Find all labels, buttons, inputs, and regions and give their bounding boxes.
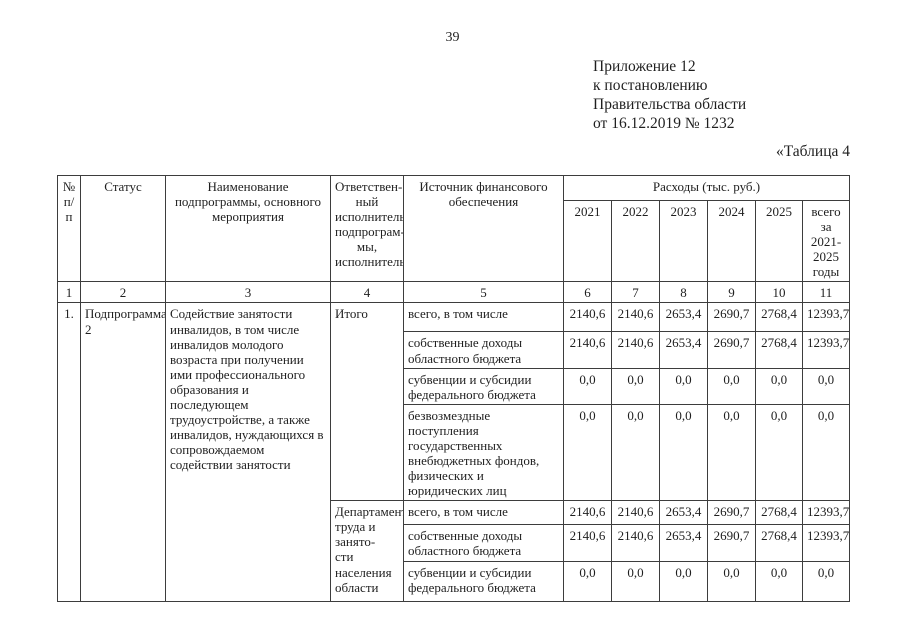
header-row-years: 2021 2022 2023 2024 2025 всего за 2021- … <box>58 199 851 283</box>
value-cell: 0,0 <box>707 561 756 603</box>
header-year-2021: 2021 <box>563 199 612 283</box>
cell-row-num: 1. <box>57 302 81 603</box>
value-cell: 2653,4 <box>659 331 708 369</box>
value-cell: 0,0 <box>801 367 851 405</box>
value-cell: 0,0 <box>611 561 660 603</box>
value-cell: 12393,7 <box>801 302 851 333</box>
cell-status: Подпрограмма 2 <box>80 302 166 603</box>
value-cell: 2768,4 <box>755 302 803 333</box>
value-cell: 0,0 <box>563 403 612 502</box>
header-row-main: № п/п Статус Наименование подпрограммы, … <box>57 174 851 283</box>
column-number-5: 5 <box>403 281 564 304</box>
source-cell: собственные доходы областного бюджета <box>403 524 564 563</box>
page-number: 39 <box>445 30 460 45</box>
value-cell: 0,0 <box>659 367 708 405</box>
source-cell: субвенции и субсидии федерального бюджет… <box>403 561 564 603</box>
header-executor: Ответствен- ный исполнитель подпрограм- … <box>330 174 404 283</box>
value-cell: 2140,6 <box>611 500 660 526</box>
table-caption: «Таблица 4 <box>775 143 850 160</box>
appendix-line-4: от 16.12.2019 № 1232 <box>593 115 735 132</box>
table-row: собственные доходы областного бюджета 21… <box>58 331 851 369</box>
column-number-row: 1 2 3 4 5 6 7 8 9 10 11 <box>57 281 851 304</box>
value-cell: 2690,7 <box>707 524 756 563</box>
header-year-2023: 2023 <box>659 199 708 283</box>
column-number-8: 8 <box>659 281 708 304</box>
value-cell: 2653,4 <box>659 302 708 333</box>
header-status: Статус <box>80 174 166 283</box>
header-num: № п/п <box>57 174 81 283</box>
value-cell: 0,0 <box>563 561 612 603</box>
value-cell: 2653,4 <box>659 524 708 563</box>
column-number-9: 9 <box>707 281 756 304</box>
table-row: собственные доходы областного бюджета 21… <box>58 524 851 563</box>
value-cell: 0,0 <box>563 367 612 405</box>
value-cell: 0,0 <box>659 403 708 502</box>
header-year-2022: 2022 <box>611 199 660 283</box>
column-number-3: 3 <box>165 281 331 304</box>
appendix-block: Приложение 12 к постановлению Правительс… <box>593 57 746 133</box>
value-cell: 2140,6 <box>563 331 612 369</box>
value-cell: 2653,4 <box>659 500 708 526</box>
header-year-total: всего за 2021- 2025 годы <box>801 199 851 283</box>
table-row: субвенции и субсидии федерального бюджет… <box>58 561 851 603</box>
source-cell: безвозмездные поступления государственны… <box>403 403 564 502</box>
column-number-11: 11 <box>801 281 851 304</box>
header-name: Наименование подпрограммы, основного мер… <box>165 174 331 283</box>
value-cell: 2768,4 <box>755 524 803 563</box>
cell-executor-department: Департамент труда и занято- сти населени… <box>330 500 404 603</box>
header-expenses: Расходы (тыс. руб.) <box>562 175 851 201</box>
value-cell: 2140,6 <box>563 524 612 563</box>
source-cell: субвенции и субсидии федерального бюджет… <box>403 367 564 405</box>
value-cell: 0,0 <box>755 403 803 502</box>
source-cell: всего, в том числе <box>403 500 564 526</box>
value-cell: 0,0 <box>707 403 756 502</box>
header-year-2024: 2024 <box>707 199 756 283</box>
value-cell: 2690,7 <box>707 331 756 369</box>
value-cell: 2140,6 <box>563 302 612 333</box>
value-cell: 2140,6 <box>611 524 660 563</box>
appendix-line-3: Правительства области <box>593 96 747 113</box>
value-cell: 0,0 <box>611 367 660 405</box>
value-cell: 2140,6 <box>563 500 612 526</box>
expenses-table: № п/п Статус Наименование подпрограммы, … <box>57 174 851 603</box>
cell-executor-total: Итого <box>330 302 404 502</box>
appendix-line-2: к постановлению <box>593 77 708 94</box>
source-cell: всего, в том числе <box>403 302 564 333</box>
value-cell: 2140,6 <box>611 302 660 333</box>
value-cell: 2768,4 <box>755 500 803 526</box>
source-cell: собственные доходы областного бюджета <box>403 331 564 369</box>
table-row: безвозмездные поступления государственны… <box>58 403 851 502</box>
column-number-1: 1 <box>57 281 81 304</box>
value-cell: 0,0 <box>755 561 803 603</box>
value-cell: 0,0 <box>659 561 708 603</box>
column-number-6: 6 <box>563 281 612 304</box>
column-number-10: 10 <box>755 281 803 304</box>
table-row: субвенции и субсидии федерального бюджет… <box>58 367 851 405</box>
value-cell: 0,0 <box>801 403 851 502</box>
value-cell: 2140,6 <box>611 331 660 369</box>
appendix-line-1: Приложение 12 <box>593 58 696 75</box>
value-cell: 12393,7 <box>801 524 851 563</box>
value-cell: 2768,4 <box>755 331 803 369</box>
value-cell: 12393,7 <box>801 331 851 369</box>
column-number-2: 2 <box>80 281 166 304</box>
header-source: Источник финансового обеспечения <box>403 174 564 283</box>
value-cell: 12393,7 <box>801 500 851 526</box>
value-cell: 0,0 <box>611 403 660 502</box>
cell-program-name: Содействие занятости инвалидов, в том чи… <box>165 302 331 603</box>
table-row: 1. Подпрограмма 2 Содействие занятости и… <box>57 302 851 603</box>
value-cell: 2690,7 <box>707 302 756 333</box>
value-cell: 0,0 <box>801 561 851 603</box>
header-year-2025: 2025 <box>755 199 803 283</box>
value-cell: 2690,7 <box>707 500 756 526</box>
column-number-4: 4 <box>330 281 404 304</box>
value-cell: 0,0 <box>707 367 756 405</box>
value-cell: 0,0 <box>755 367 803 405</box>
column-number-7: 7 <box>611 281 660 304</box>
